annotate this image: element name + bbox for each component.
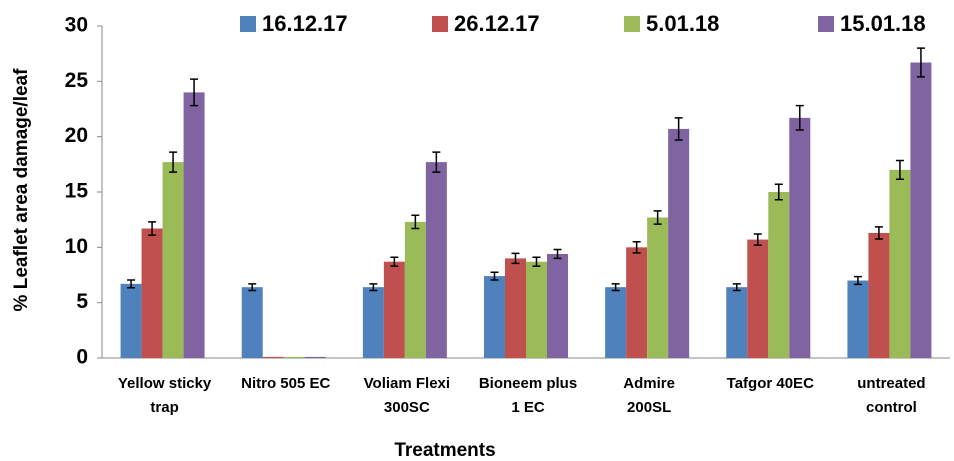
bar: [726, 287, 748, 358]
error-bar: [511, 252, 520, 265]
legend-swatch: [818, 16, 834, 32]
error-bar: [169, 151, 178, 173]
bar: [183, 92, 205, 359]
legend-swatch: [240, 16, 256, 32]
x-tick-label: Admire: [623, 375, 675, 392]
error-bar: [248, 283, 257, 292]
bar: [505, 258, 526, 358]
x-tick-label: untreated: [857, 375, 925, 392]
x-tick-label: Nitro 505 EC: [241, 375, 330, 392]
error-bar: [674, 117, 683, 141]
error-bar: [632, 241, 641, 254]
bar: [668, 128, 690, 358]
error-bar: [390, 256, 399, 267]
error-bar: [553, 248, 562, 260]
error-bar: [532, 256, 541, 267]
error-bar: [732, 283, 741, 292]
bar: [889, 169, 911, 358]
bar: [362, 287, 384, 358]
x-tick-label: Bioneem plus: [479, 375, 577, 392]
bar: [404, 221, 426, 358]
bar: [747, 239, 769, 358]
x-tick-label: Tafgor 40EC: [727, 375, 814, 392]
bar: [526, 261, 547, 358]
bar: [383, 261, 405, 358]
x-tick-label: 300SC: [384, 399, 430, 416]
bar: [605, 287, 627, 358]
error-bar: [190, 78, 199, 107]
bar: [304, 356, 326, 358]
error-bar: [795, 104, 804, 131]
legend-label: 15.01.18: [840, 11, 926, 36]
bar: [141, 228, 163, 358]
bar: [484, 276, 505, 358]
error-bar: [753, 233, 762, 246]
bar: [768, 192, 790, 358]
y-tick-label: 10: [65, 235, 88, 258]
x-tick-label: 1 EC: [511, 399, 545, 416]
error-bar: [895, 159, 904, 181]
error-bar: [774, 183, 783, 201]
legend-label: 5.01.18: [646, 11, 719, 36]
y-tick-label: 5: [76, 290, 88, 313]
y-tick-label: 20: [65, 124, 88, 147]
y-tick-label: 25: [65, 69, 89, 92]
bar: [868, 232, 890, 358]
error-bar: [653, 210, 662, 225]
bar: [162, 162, 184, 358]
bar: [910, 62, 932, 359]
bar: [626, 247, 648, 358]
x-axis-title: Treatments: [394, 440, 495, 461]
y-tick-label: 15: [65, 180, 89, 203]
legend-swatch: [624, 16, 640, 32]
bar: [647, 217, 669, 358]
bar: [425, 162, 447, 358]
legend-swatch: [432, 16, 448, 32]
x-tick-label: 200SL: [627, 399, 671, 416]
error-bar: [916, 47, 925, 78]
bar: [789, 117, 811, 358]
error-bar: [432, 151, 441, 173]
error-bar: [853, 275, 862, 286]
error-bar: [411, 214, 420, 230]
x-tick-label: Yellow sticky: [118, 375, 212, 392]
bar: [283, 356, 305, 358]
error-bar: [611, 283, 620, 292]
y-axis-title: % Leaflet area damage/leaf: [11, 68, 32, 312]
legend-label: 16.12.17: [262, 11, 348, 36]
error-bar: [127, 279, 136, 289]
legend-label: 26.12.17: [454, 11, 540, 36]
x-tick-label: control: [866, 399, 917, 416]
bar: [262, 356, 284, 358]
x-tick-label: trap: [150, 399, 178, 416]
x-tick-label: Voliam Flexi: [364, 375, 450, 392]
bar: [120, 283, 142, 358]
bar: [847, 280, 869, 358]
y-tick-label: 0: [76, 346, 88, 369]
error-bar: [148, 221, 157, 236]
y-tick-label: 30: [65, 14, 88, 37]
error-bar: [369, 283, 378, 292]
bar: [241, 287, 263, 358]
bar: [547, 253, 568, 358]
error-bar: [874, 226, 883, 240]
error-bar: [490, 271, 499, 281]
